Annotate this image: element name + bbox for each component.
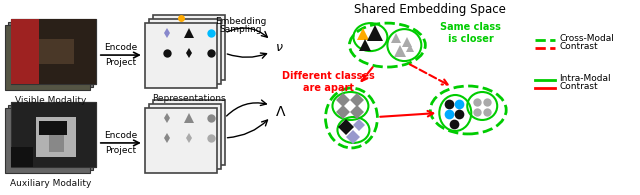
Text: Intra-Modal: Intra-Modal	[559, 74, 611, 82]
Bar	[11, 102, 96, 167]
Text: Encode: Encode	[104, 131, 138, 140]
Text: Project: Project	[105, 146, 136, 155]
Text: Different classes
are apart: Different classes are apart	[282, 71, 375, 93]
Text: Contrast: Contrast	[559, 42, 598, 51]
Bar	[8, 22, 93, 87]
Bar	[148, 19, 221, 84]
Bar	[11, 102, 96, 167]
Bar	[39, 39, 74, 64]
Text: Contrast: Contrast	[559, 82, 598, 90]
Bar	[11, 19, 96, 84]
Bar	[153, 100, 225, 165]
Text: Encode: Encode	[104, 43, 138, 52]
Text: Representations: Representations	[152, 94, 225, 103]
Bar	[153, 15, 225, 80]
Bar	[145, 108, 217, 173]
Text: Auxiliary Modality: Auxiliary Modality	[10, 179, 91, 188]
Bar	[11, 147, 33, 167]
Bar	[11, 19, 96, 84]
Text: Project: Project	[105, 58, 136, 67]
Bar	[39, 19, 96, 84]
Bar	[148, 104, 221, 169]
Text: Embedding: Embedding	[215, 17, 266, 26]
Bar	[11, 19, 39, 84]
Bar	[145, 23, 217, 88]
Bar	[5, 25, 90, 90]
Text: Same class
is closer: Same class is closer	[440, 22, 501, 44]
Bar	[36, 117, 76, 157]
Text: Shared Embedding Space: Shared Embedding Space	[355, 3, 506, 16]
Text: Cross-Modal: Cross-Modal	[559, 34, 614, 43]
Bar	[49, 122, 64, 152]
Text: $\Lambda$: $\Lambda$	[275, 105, 286, 119]
Text: Visible Modality: Visible Modality	[15, 96, 86, 105]
Bar	[5, 108, 90, 173]
Text: $\nu$: $\nu$	[275, 41, 284, 54]
Bar	[39, 121, 67, 135]
Text: Sampling: Sampling	[220, 25, 262, 34]
Bar	[8, 105, 93, 170]
